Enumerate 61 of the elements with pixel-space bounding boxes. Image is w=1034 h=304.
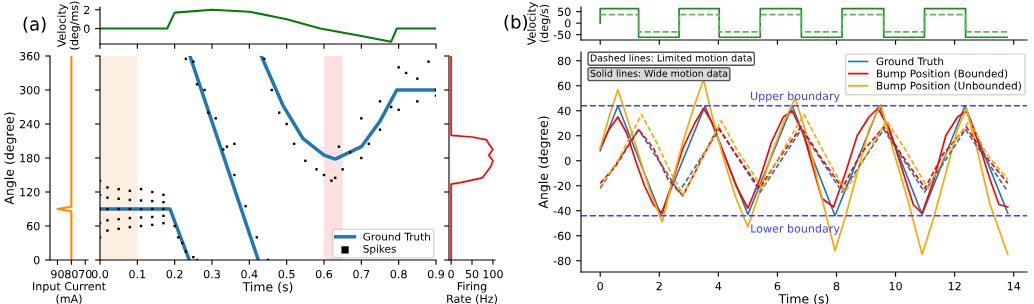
y-tick-label: 50	[558, 7, 571, 16]
x-tick-label: 14	[1007, 282, 1021, 291]
x-tick-label: 50	[465, 269, 479, 279]
legend-label: Spikes	[363, 244, 396, 255]
x-axis-title: Firing Rate (Hz)	[447, 281, 497, 304]
text: (b)	[504, 14, 527, 31]
y-tick-label: 240	[19, 119, 40, 129]
x-tick-label: 80	[65, 269, 78, 279]
legend-label: Bump Position (Bounded)	[876, 69, 1008, 80]
x-tick-label: 6	[774, 281, 781, 291]
line-series	[56, 56, 73, 260]
x-tick-label: 0.4	[241, 269, 258, 279]
y-axis-title: Angle (degree)	[538, 116, 551, 209]
x-tick-label: 0.6	[315, 269, 333, 279]
x-tick-label: 0.8	[390, 269, 407, 279]
annotation: Dashed lines: Limited motion data	[590, 54, 752, 62]
x-tick-label: 0	[597, 281, 603, 291]
x-tick-label: 0.2	[166, 269, 183, 279]
y-tick-label: 80	[557, 56, 571, 66]
text: (a)	[23, 16, 46, 33]
x-tick-label: 0.3	[203, 269, 220, 279]
x-tick-label: 12	[948, 281, 961, 291]
x-tick-label: 0.1	[129, 269, 146, 279]
y-tick-label: -20	[553, 181, 571, 191]
y-axis-title: Velocity (deg/ms)	[57, 1, 81, 50]
x-tick-label: 0.5	[278, 269, 295, 279]
x-tick-label: 90	[51, 269, 64, 279]
y-tick-label: 0	[564, 156, 571, 166]
x-axis-title: Input Current (mA)	[33, 282, 106, 304]
y-tick-label: 360	[19, 51, 40, 61]
y-axis-title: Angle (degree)	[4, 112, 17, 205]
x-tick-label: 0.0	[91, 269, 109, 279]
y-tick-label: -40	[553, 206, 571, 216]
legend-label: Ground Truth	[363, 232, 430, 241]
y-tick-label: -50	[553, 30, 571, 40]
ref-line-label: Upper boundary	[750, 91, 840, 103]
y-tick-label: -60	[553, 231, 571, 241]
x-tick-label: 0.7	[353, 269, 370, 279]
y-axis-title: Velocity (deg/s)	[527, 2, 551, 46]
annotation: Solid lines: Wide motion data	[590, 69, 728, 77]
y-tick-label: 60	[557, 81, 571, 91]
y-tick-label: 60	[26, 221, 40, 231]
x-tick-label: 0.9	[427, 269, 445, 279]
x-tick-label: 10	[889, 281, 902, 291]
x-tick-label: 2	[656, 281, 662, 291]
y-tick-label: 0	[33, 255, 40, 265]
x-tick-label: 0	[448, 269, 454, 279]
x-tick-label: 4	[715, 282, 722, 291]
y-tick-label: -80	[553, 256, 571, 266]
legend-label: Bump Position (Unbounded)	[876, 81, 1021, 92]
y-tick-label: 20	[557, 131, 571, 141]
x-axis-title: Time (s)	[242, 281, 293, 294]
x-tick-label: 70	[79, 269, 92, 279]
y-tick-label: 40	[557, 106, 571, 116]
y-tick-label: 300	[19, 85, 40, 95]
x-tick-label: 8	[833, 281, 840, 291]
y-tick-label: 0	[564, 19, 571, 28]
y-tick-label: 180	[20, 153, 40, 163]
y-tick-label: 120	[20, 187, 40, 197]
x-tick-label: 100	[483, 269, 503, 279]
legend-label: Ground Truth	[876, 57, 944, 66]
